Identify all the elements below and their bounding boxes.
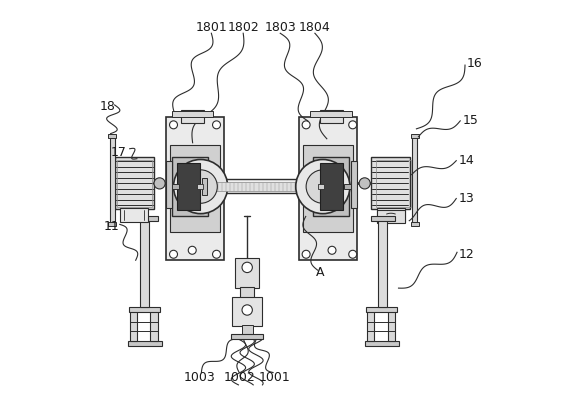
Circle shape (306, 170, 339, 203)
Circle shape (169, 250, 177, 258)
Text: 1803: 1803 (264, 21, 296, 34)
Bar (388, 309, 395, 341)
Bar (140, 220, 149, 307)
Bar (181, 110, 204, 123)
Bar (242, 325, 253, 335)
Bar (314, 178, 319, 195)
Bar (166, 161, 172, 209)
Bar (108, 134, 116, 138)
Circle shape (154, 178, 165, 189)
Circle shape (188, 246, 196, 254)
Circle shape (213, 121, 220, 129)
Text: 1001: 1001 (258, 371, 290, 384)
Circle shape (302, 250, 310, 258)
Bar (205, 182, 317, 191)
Bar (108, 223, 116, 227)
Text: 1801: 1801 (195, 21, 227, 34)
Bar (232, 297, 262, 326)
Bar (198, 184, 203, 189)
Bar (133, 216, 158, 221)
Bar (110, 137, 114, 225)
Bar (377, 209, 405, 223)
Text: 1802: 1802 (227, 21, 259, 34)
Bar (177, 163, 200, 211)
Bar (367, 309, 374, 341)
Circle shape (242, 262, 253, 273)
Circle shape (296, 160, 350, 214)
Bar (370, 158, 410, 209)
Bar (310, 111, 351, 117)
Circle shape (213, 250, 220, 258)
Bar (202, 179, 320, 193)
Text: 15: 15 (462, 114, 478, 128)
Text: 1003: 1003 (184, 371, 215, 384)
Circle shape (184, 170, 217, 203)
Text: 16: 16 (466, 57, 482, 70)
Bar (202, 178, 207, 195)
Bar (171, 145, 220, 232)
Bar (366, 307, 397, 312)
Bar (344, 184, 351, 189)
Bar (318, 184, 324, 189)
Text: A: A (316, 266, 324, 279)
Bar (172, 157, 208, 217)
Bar (172, 184, 179, 189)
Circle shape (328, 246, 336, 254)
Bar (320, 110, 343, 123)
Bar (313, 157, 349, 217)
Bar (129, 307, 160, 312)
Bar (120, 209, 149, 223)
Text: 13: 13 (458, 192, 474, 205)
Bar (231, 334, 263, 339)
Circle shape (359, 178, 370, 189)
Circle shape (349, 250, 357, 258)
Circle shape (349, 121, 357, 129)
Bar (378, 220, 387, 307)
Text: 18: 18 (100, 100, 116, 113)
Bar (128, 341, 162, 346)
Bar (377, 210, 405, 223)
Bar (114, 158, 154, 209)
Text: 1002: 1002 (223, 371, 255, 384)
Circle shape (242, 305, 253, 315)
Bar (376, 160, 411, 207)
Text: 17: 17 (110, 146, 127, 159)
Bar (411, 134, 419, 138)
Bar (411, 223, 419, 227)
Circle shape (173, 160, 228, 214)
Bar (240, 287, 254, 298)
Bar (370, 216, 395, 221)
Bar (130, 309, 138, 341)
Bar (150, 309, 158, 341)
Bar (365, 341, 398, 346)
Circle shape (302, 121, 310, 129)
Text: 1804: 1804 (299, 21, 331, 34)
Bar (303, 145, 353, 232)
Bar (235, 258, 259, 288)
Bar (320, 163, 343, 211)
Bar (172, 111, 213, 117)
Bar (351, 161, 357, 209)
Bar (299, 117, 357, 260)
Bar (413, 137, 417, 225)
Text: 11: 11 (104, 220, 120, 233)
Circle shape (169, 121, 177, 129)
Text: 12: 12 (458, 248, 474, 261)
Bar (166, 117, 224, 260)
Text: 14: 14 (458, 154, 474, 167)
Bar (117, 160, 152, 207)
